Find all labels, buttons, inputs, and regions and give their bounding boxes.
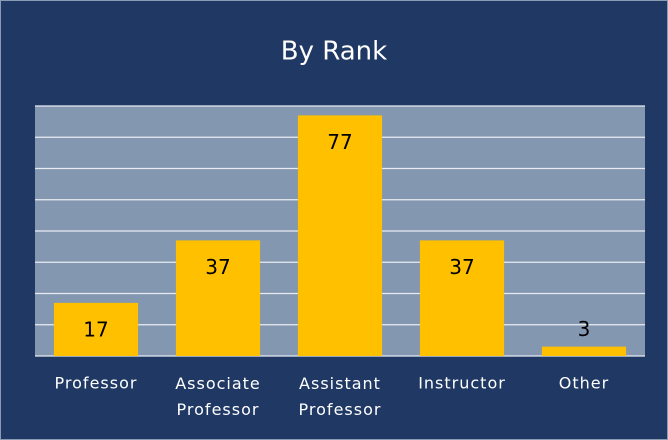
bar — [175, 240, 261, 356]
data-label: 37 — [205, 255, 230, 279]
x-tick-label: Professor — [55, 374, 138, 393]
data-label: 17 — [83, 317, 108, 341]
x-tick-label: Instructor — [418, 374, 506, 393]
data-label: 77 — [327, 130, 352, 154]
x-tick-label: Associate Professor — [175, 374, 261, 419]
data-label: 3 — [578, 317, 591, 341]
x-tick-label: Other — [559, 374, 609, 393]
chart-title: By Rank — [281, 37, 387, 67]
bar — [53, 302, 139, 356]
x-tick-label: Assistant Professor — [299, 374, 382, 419]
bar — [297, 115, 383, 356]
bar — [419, 240, 505, 356]
data-label: 37 — [449, 255, 474, 279]
bar — [541, 346, 627, 356]
